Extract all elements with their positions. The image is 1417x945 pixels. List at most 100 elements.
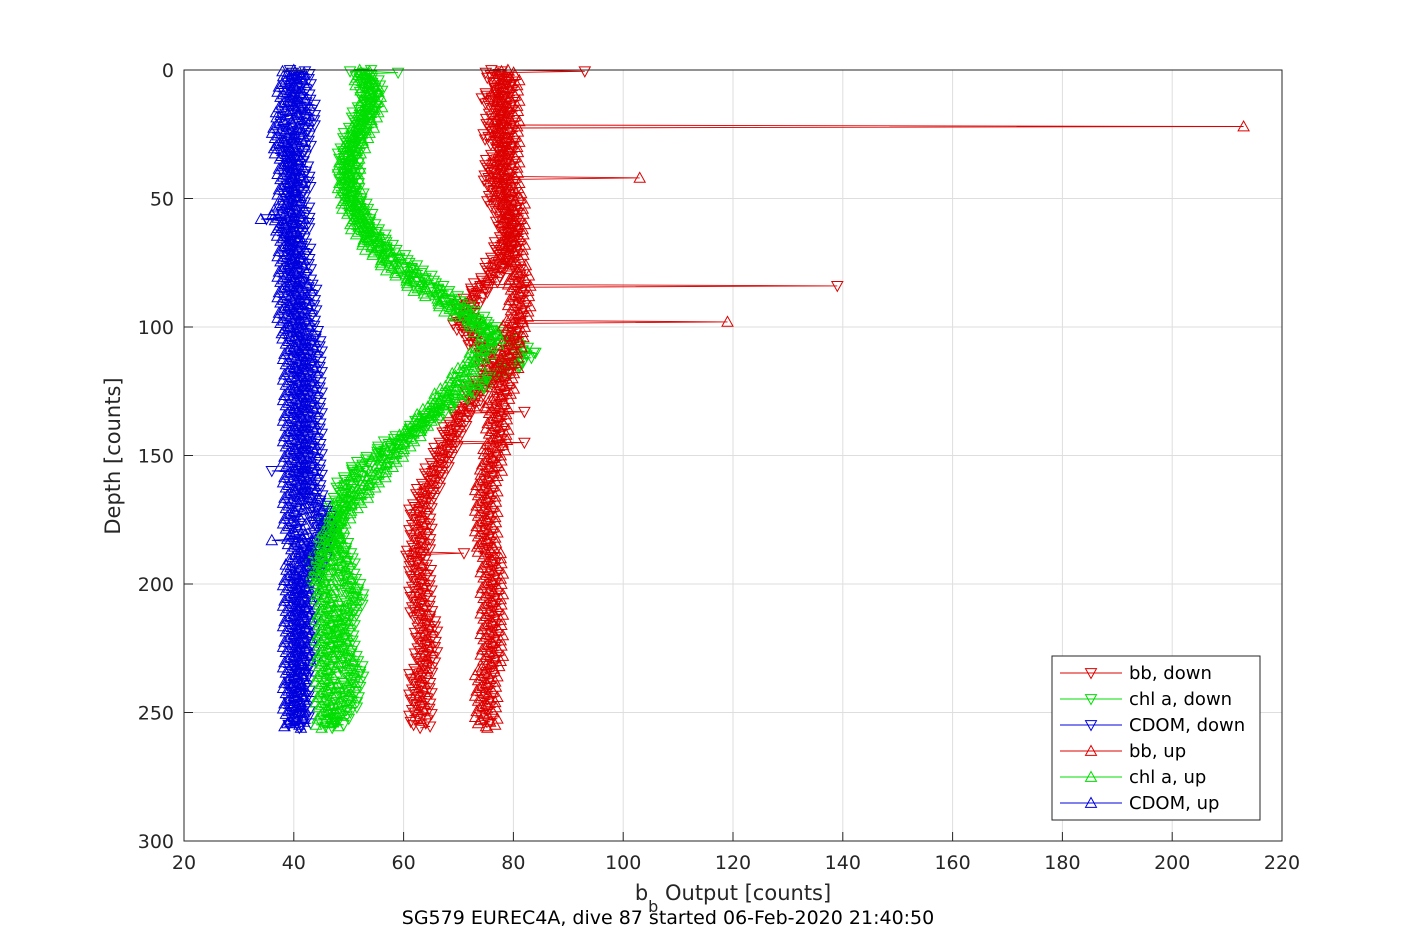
data-point-marker: [485, 270, 498, 283]
data-point-marker: [356, 459, 369, 472]
data-point-marker: [331, 716, 345, 729]
data-point-marker: [477, 316, 491, 328]
data-point-marker: [392, 252, 406, 265]
data-point-marker: [413, 723, 427, 735]
legend-item: bb, down: [1060, 663, 1212, 684]
data-point-marker: [363, 464, 377, 476]
data-point-marker: [477, 319, 491, 331]
legend-items: bb, down chl a, down CDOM, down bb, up chl a…: [1060, 663, 1245, 814]
x-axis-label: bb Output [counts]: [635, 881, 831, 916]
data-point-marker: [328, 505, 342, 517]
data-point-marker: [280, 67, 294, 79]
y-tick-label: 0: [162, 60, 174, 82]
tick-labels: 20 40 60 80 100 120 140 160 180 200 220 0 50 100 150 20…: [138, 60, 1300, 874]
series-layer: [254, 63, 1250, 735]
figure-caption: SG579 EUREC4A, dive 87 started 06-Feb-20…: [402, 907, 934, 929]
legend-item: bb, up: [1060, 741, 1186, 762]
data-point-marker: [471, 716, 485, 729]
data-point-marker: [297, 66, 311, 78]
data-point-marker: [455, 327, 469, 339]
data-point-marker: [293, 718, 306, 730]
spike-line: [447, 440, 525, 445]
x-tick-label: 180: [1044, 852, 1080, 874]
series-line: [272, 69, 311, 729]
x-tick-label: 160: [934, 852, 970, 874]
data-point-marker: [407, 719, 420, 732]
data-point-marker: [477, 381, 491, 393]
spike-marker: [1237, 119, 1250, 132]
y-tick-label: 300: [138, 831, 174, 853]
y-tick-label: 200: [138, 574, 174, 596]
data-point-marker: [302, 712, 315, 724]
data-point-marker: [287, 63, 301, 75]
data-point-marker: [481, 709, 495, 721]
spike-line: [513, 319, 728, 324]
legend-swatch-marker: [1084, 796, 1098, 808]
data-point-marker: [297, 715, 311, 727]
data-point-marker: [434, 382, 447, 394]
data-point-marker: [360, 451, 374, 464]
spike-line: [524, 350, 536, 355]
series-line: [310, 69, 500, 729]
legend-item: CDOM, down: [1060, 715, 1245, 736]
data-point-marker: [386, 441, 400, 453]
data-point-marker: [403, 710, 416, 723]
x-tick-label: 80: [501, 852, 525, 874]
spike-marker: [578, 66, 592, 78]
data-point-marker: [439, 379, 452, 391]
data-point-marker: [428, 288, 442, 300]
x-axis-label-rest: Output [counts]: [658, 881, 831, 905]
data-point-marker: [476, 377, 490, 389]
data-point-marker: [491, 712, 504, 724]
data-point-marker: [488, 718, 502, 730]
spike-marker: [721, 315, 734, 327]
legend-item: chl a, down: [1060, 689, 1232, 710]
data-point-marker: [340, 705, 353, 717]
data-point-marker: [485, 333, 498, 345]
data-point-marker: [400, 271, 414, 284]
data-point-marker: [363, 64, 376, 77]
x-tick-label: 140: [825, 852, 861, 874]
legend-item: chl a, up: [1060, 767, 1206, 788]
data-point-marker: [423, 721, 437, 733]
legend-label: chl a, up: [1129, 767, 1206, 788]
data-point-marker: [431, 285, 445, 298]
spike-line: [271, 538, 300, 543]
data-point-marker: [398, 423, 412, 435]
legend-swatch-marker: [1084, 770, 1098, 782]
legend-label: CDOM, up: [1129, 793, 1219, 814]
x-tick-label: 100: [605, 852, 641, 874]
data-point-marker: [411, 281, 425, 294]
x-tick-label: 200: [1154, 852, 1190, 874]
data-point-marker: [283, 713, 297, 726]
legend-label: bb, down: [1129, 663, 1212, 684]
legend-swatch-marker: [1084, 720, 1098, 732]
data-point-marker: [415, 712, 429, 724]
legend-swatch-marker: [1084, 694, 1098, 706]
spike-marker: [518, 406, 531, 419]
series-chl-a-up: [304, 63, 506, 733]
data-point-marker: [278, 719, 291, 732]
x-tick-label: 220: [1264, 852, 1300, 874]
legend-label: CDOM, down: [1129, 715, 1245, 736]
legend-swatch-marker: [1084, 744, 1098, 756]
x-axis-label-main: b: [635, 881, 648, 905]
legend-label: chl a, down: [1129, 689, 1232, 710]
y-tick-label: 50: [150, 189, 174, 211]
data-point-marker: [416, 402, 430, 415]
x-tick-label: 60: [392, 852, 416, 874]
data-point-marker: [507, 66, 520, 78]
data-point-marker: [471, 314, 485, 326]
data-point-marker: [333, 502, 347, 515]
data-point-marker: [322, 716, 336, 729]
spike-marker: [518, 437, 531, 450]
data-point-marker: [451, 361, 465, 373]
data-point-marker: [342, 713, 356, 726]
data-point-marker: [368, 461, 382, 474]
spike-line: [507, 175, 640, 180]
data-point-marker: [309, 718, 323, 730]
legend-label: bb, up: [1129, 741, 1186, 762]
data-point-marker: [296, 709, 310, 721]
data-point-marker: [450, 324, 464, 337]
